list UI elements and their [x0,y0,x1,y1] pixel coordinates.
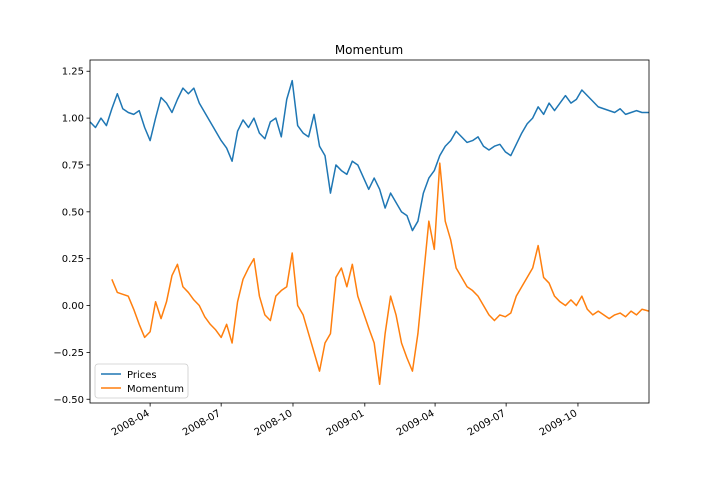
legend-box [94,363,189,399]
legend: Prices Momentum [94,363,189,399]
y-tick-label: 0.25 [62,254,84,265]
y-tick-label: 1.25 [62,67,84,78]
legend-label-momentum: Momentum [127,384,184,395]
series-layer [89,79,650,386]
chart-title: Momentum [335,43,403,57]
legend-label-prices: Prices [127,370,157,381]
y-tick-label: 0.50 [62,207,84,218]
axes-frame [89,59,650,404]
y-tick-label: −0.50 [53,395,84,406]
y-tick-label: 1.00 [62,114,84,125]
series-line-prices [89,79,649,232]
y-tick-label: −0.25 [53,348,84,359]
y-tick-label: 0.00 [62,301,84,312]
plot-area [90,60,649,403]
y-axis: 1.25 1.00 0.75 0.50 0.25 0.00 −0.25 −0.50 [53,67,90,406]
y-tick-label: 0.75 [62,160,84,171]
series-line-momentum [111,162,650,386]
